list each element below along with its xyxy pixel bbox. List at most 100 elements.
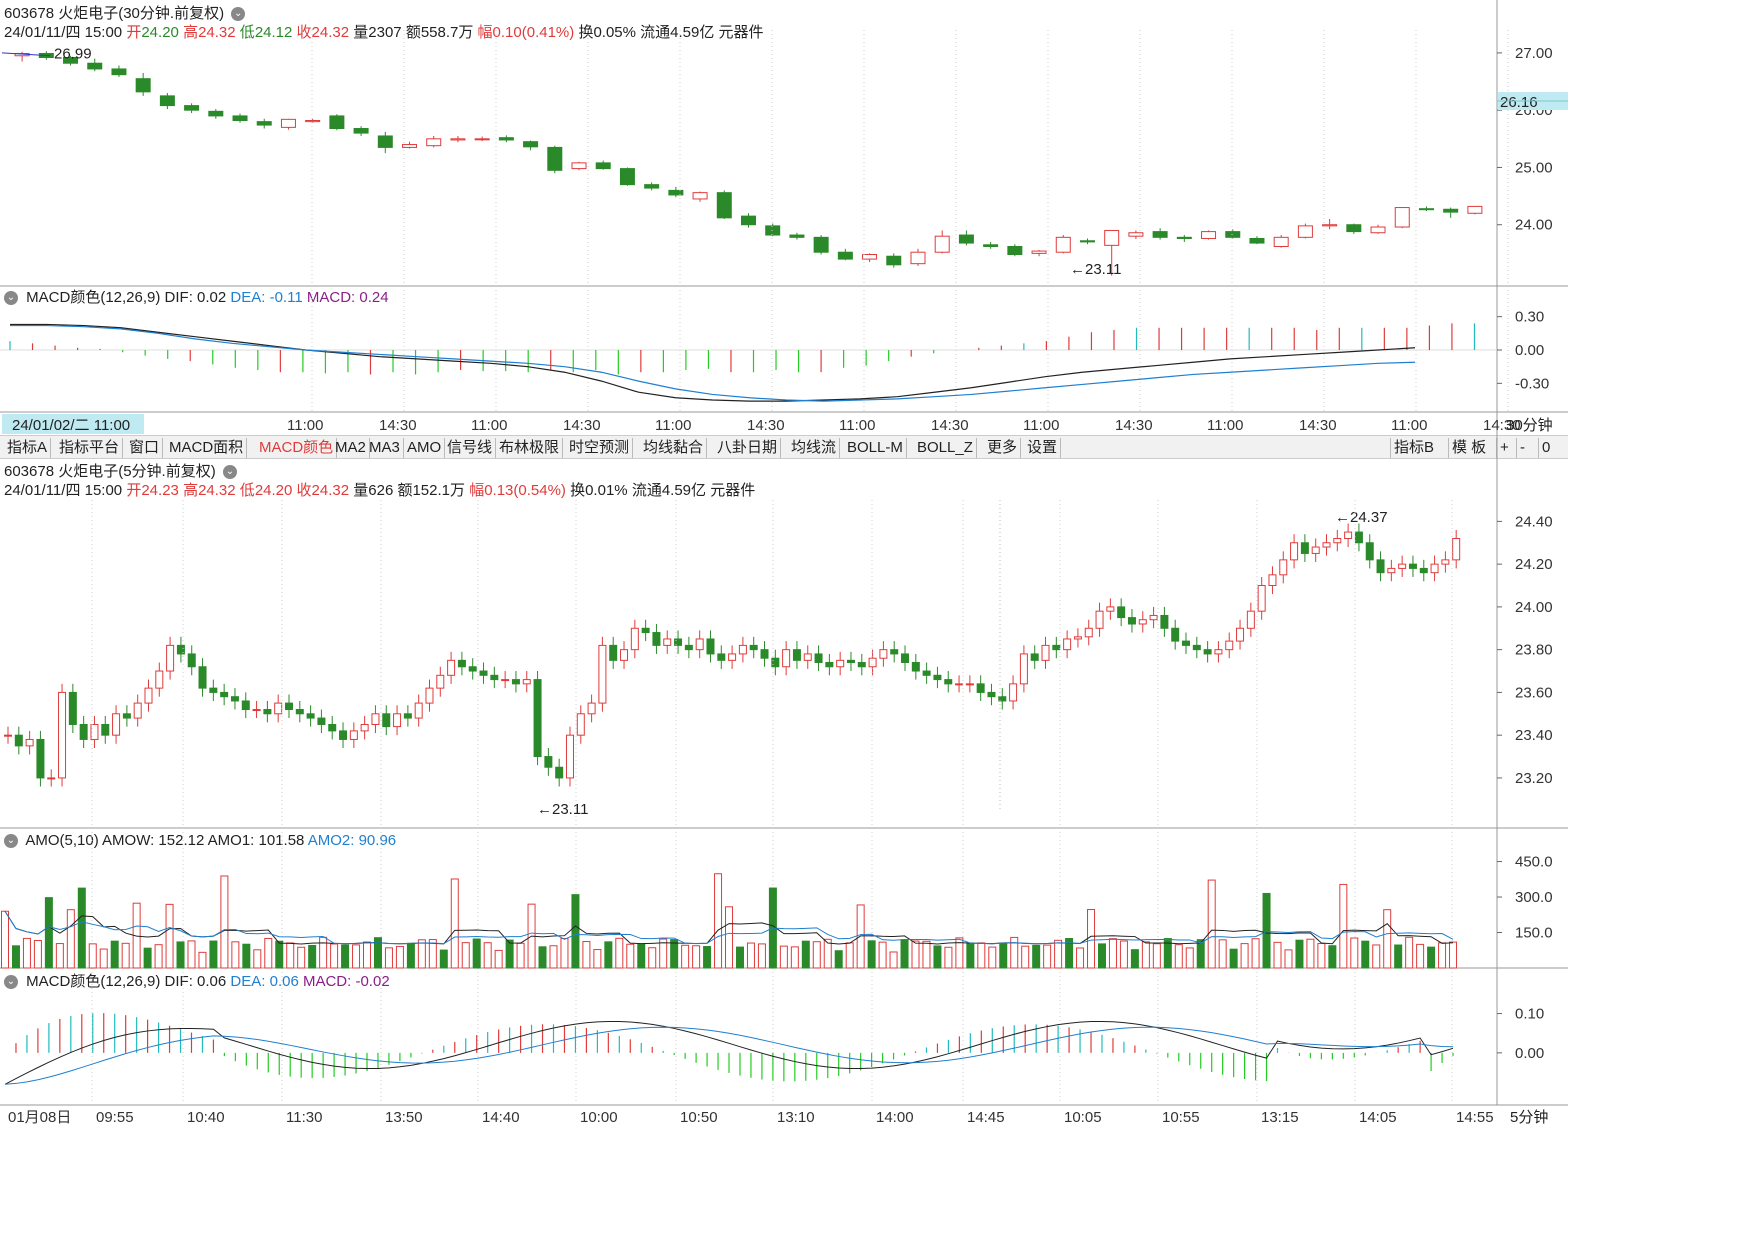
bottom-title-dropdown-icon[interactable]: ⌄ — [222, 465, 237, 480]
amo-bar-38 — [417, 939, 426, 969]
toolbar-item-6[interactable]: MA3 — [366, 438, 404, 458]
amo-bar-19 — [209, 940, 218, 969]
bottom-candle-89 — [965, 683, 974, 686]
bottom-candle-63 — [684, 644, 693, 651]
toolbar-right-1[interactable]: 模 板 — [1448, 438, 1489, 458]
toolbar-item-13[interactable]: 均线流 — [788, 438, 841, 458]
amo-bar-57 — [626, 943, 635, 969]
top-amount: 额558.7万 — [405, 24, 474, 41]
bottom-candle-26 — [284, 702, 293, 711]
amo-bar-99 — [1087, 909, 1096, 969]
amo-bar-55 — [604, 941, 613, 969]
bottom-candle-92 — [998, 696, 1007, 702]
bottom-candle-4 — [47, 777, 56, 780]
toolbar-item-4[interactable]: MACD颜色 — [256, 438, 338, 458]
amo-bar-97 — [1065, 938, 1074, 969]
bottom-candle-96 — [1041, 644, 1050, 661]
bottom-turnover: 换0.01% — [570, 482, 628, 499]
toolbar-item-16[interactable]: 更多 — [984, 438, 1022, 458]
amo-bar-36 — [395, 945, 404, 969]
bottom-candle-1 — [14, 734, 23, 747]
toolbar-item-12[interactable]: 八卦日期 — [714, 438, 782, 458]
bottom-ylabel-0: 24.40 — [1515, 513, 1553, 530]
toolbar-right-0[interactable]: 指标B — [1390, 438, 1437, 458]
top-title-dropdown-icon[interactable]: ⌄ — [231, 7, 246, 22]
amo-bar-108 — [1185, 947, 1194, 969]
toolbar-item-15[interactable]: BOLL_Z — [914, 438, 977, 458]
top-candle-21 — [523, 141, 539, 148]
toolbar-item-2[interactable]: 窗口 — [126, 438, 164, 458]
top-candle-14 — [353, 128, 369, 134]
macd1-dropdown-icon[interactable]: ⌄ — [4, 291, 18, 306]
amo-bar-113 — [1240, 943, 1249, 969]
bottom-candle-49 — [533, 679, 542, 758]
amo-bar-64 — [703, 946, 712, 969]
amo-bar-121 — [1328, 945, 1337, 969]
bottom-candle-66 — [717, 653, 726, 661]
amo-bar-93 — [1021, 945, 1030, 969]
amo-bar-37 — [406, 942, 415, 969]
bottom-candle-111 — [1203, 649, 1212, 655]
amo-bar-43 — [472, 938, 481, 969]
top-candle-41 — [1007, 245, 1023, 256]
amo-bar-29 — [319, 936, 328, 969]
amo-bar-13 — [143, 947, 152, 969]
toolbar-item-0[interactable]: 指标A — [4, 438, 52, 458]
bottom-candle-131 — [1419, 567, 1428, 574]
bottom-close-label: 收 — [296, 482, 312, 499]
bottom-xlabel-4: 13:50 — [385, 1109, 423, 1126]
toolbar-item-8[interactable]: 信号线 — [444, 438, 497, 458]
toolbar-item-5[interactable]: MA2 — [332, 438, 370, 458]
bottom-candle-120 — [1300, 542, 1309, 554]
toolbar-right-4[interactable]: 0 — [1538, 438, 1553, 458]
macd1-ylabel-0: 0.30 — [1515, 309, 1544, 326]
top-candle-59 — [1443, 208, 1459, 213]
toolbar-item-14[interactable]: BOLL-M — [844, 438, 907, 458]
bottom-xlabel-9: 14:00 — [876, 1109, 914, 1126]
top-candle-37 — [910, 251, 926, 265]
amo-bar-32 — [352, 944, 361, 969]
amo-bar-83 — [911, 940, 920, 969]
bottom-candle-6 — [68, 691, 77, 725]
top-candle-56 — [1370, 226, 1386, 234]
bottom-candle-7 — [79, 723, 88, 740]
toolbar-item-7[interactable]: AMO — [404, 438, 446, 458]
top-change: 0.10(0.41%) — [492, 24, 575, 41]
top-candle-40 — [983, 244, 999, 247]
bottom-chart-title[interactable]: 603678 火炬电子(5分钟.前复权) ⌄ — [4, 463, 237, 481]
amo-ylabel-2: 150.0 — [1515, 925, 1553, 942]
amo-bar-100 — [1097, 943, 1106, 969]
macd2-dropdown-icon[interactable]: ⌄ — [4, 975, 18, 990]
amo-bar-81 — [889, 951, 898, 969]
bottom-candle-99 — [1073, 636, 1082, 640]
top-candle-5 — [135, 78, 151, 93]
toolbar-item-17[interactable]: 设置 — [1024, 438, 1062, 458]
top-candle-17 — [426, 138, 442, 147]
chart-canvas[interactable]: 27.0026.0025.0024.0026.1626.99←23.1124/0… — [0, 0, 1568, 1128]
amo-bar-42 — [461, 942, 470, 969]
top-candle-54 — [1322, 224, 1338, 227]
toolbar-item-1[interactable]: 指标平台 — [56, 438, 124, 458]
bottom-candle-94 — [1019, 653, 1028, 685]
toolbar-item-10[interactable]: 时空预测 — [566, 438, 634, 458]
bottom-candle-76 — [825, 661, 834, 668]
amo-bar-92 — [1010, 936, 1019, 969]
top-xlabel-12: 14:30 — [1299, 417, 1337, 434]
bottom-candle-55 — [598, 644, 607, 704]
bottom-candle-23 — [252, 709, 261, 712]
toolbar-item-3[interactable]: MACD面积 — [166, 438, 248, 458]
amo-dropdown-icon[interactable]: ⌄ — [4, 834, 18, 849]
bottom-candle-13 — [144, 687, 153, 704]
amo-ylabel-0: 450.0 — [1515, 854, 1553, 871]
toolbar-item-11[interactable]: 均线黏合 — [640, 438, 708, 458]
amo-bar-3 — [33, 939, 42, 969]
top-candle-60 — [1467, 205, 1483, 214]
bottom-xlabel-15: 14:55 — [1456, 1109, 1494, 1126]
toolbar-right-3[interactable]: - — [1516, 438, 1528, 458]
bottom-candle-59 — [641, 627, 650, 634]
top-chart-title[interactable]: 603678 火炬电子(30分钟.前复权) ⌄ — [4, 5, 246, 23]
top-xlabel-9: 11:00 — [1023, 417, 1059, 434]
toolbar-item-9[interactable]: 布林极限 — [496, 438, 564, 458]
toolbar-right-2[interactable]: + — [1496, 438, 1512, 458]
bottom-candle-12 — [133, 702, 142, 719]
